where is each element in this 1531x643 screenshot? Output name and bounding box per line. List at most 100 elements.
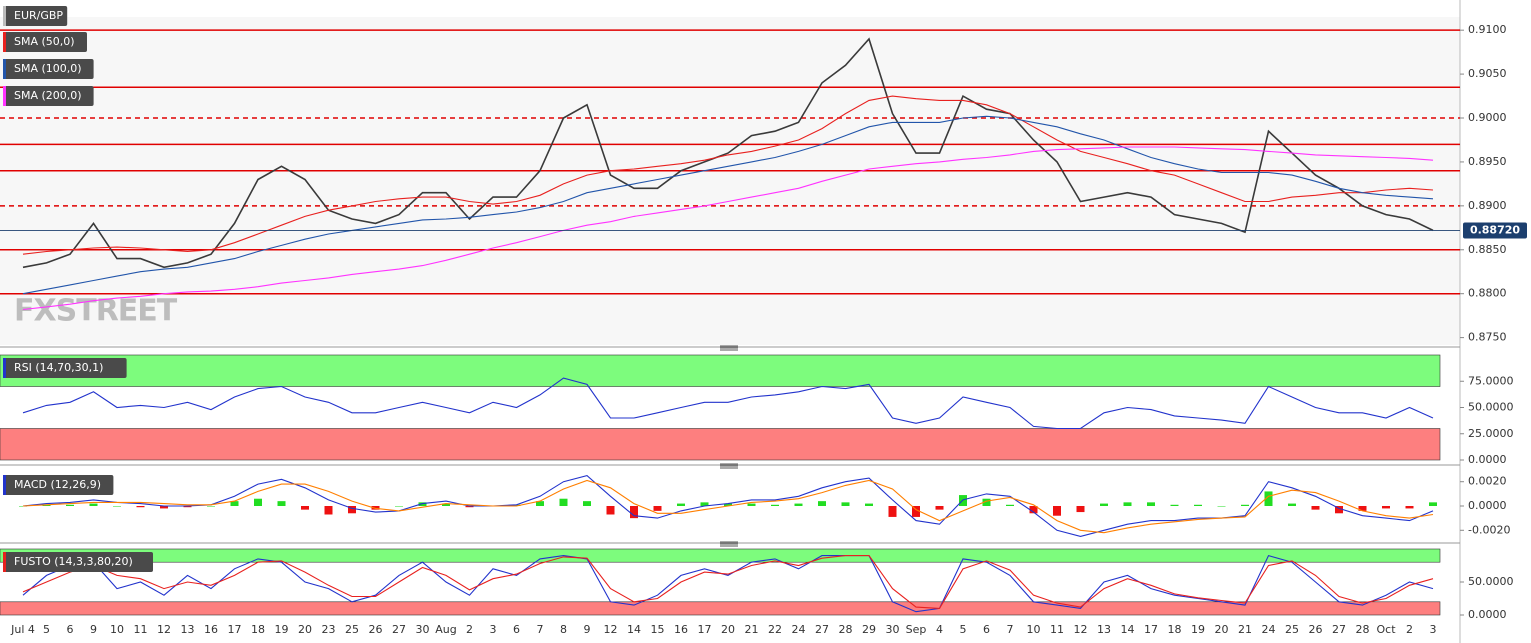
indicator-box [3, 552, 153, 572]
histogram-bar [42, 504, 51, 506]
x-tick-label: 11 [1050, 623, 1064, 636]
legend-box [3, 32, 87, 52]
x-tick-label: 22 [768, 623, 782, 636]
price-panel [0, 17, 1460, 345]
y-tick-label: 0.9100 [1468, 23, 1507, 36]
y-tick-label: 25.0000 [1468, 427, 1514, 440]
histogram-bar [277, 501, 286, 506]
x-tick-label: 19 [275, 623, 289, 636]
histogram-bar [606, 506, 615, 515]
histogram-bar [677, 503, 685, 506]
x-tick-label: 25 [1285, 623, 1299, 636]
x-tick-label: 13 [181, 623, 195, 636]
histogram-bar [254, 498, 262, 506]
histogram-bar [19, 506, 27, 507]
y-tick-label: 0.8750 [1468, 331, 1507, 344]
y-tick-label: 0.0000 [1468, 499, 1507, 512]
y-tick-label: 50.0000 [1468, 575, 1514, 588]
indicator-box [3, 475, 114, 495]
histogram-bar [583, 501, 591, 506]
x-tick-label: 15 [651, 623, 665, 636]
y-tick-label: -0.0020 [1468, 523, 1510, 536]
histogram-bar [1100, 503, 1108, 506]
x-tick-label: 20 [721, 623, 735, 636]
legend-box [3, 6, 68, 26]
histogram-bar [1264, 491, 1273, 506]
x-tick-label: 27 [1332, 623, 1346, 636]
histogram-bar [771, 504, 779, 506]
x-tick-label: 3 [490, 623, 497, 636]
band [0, 354, 1441, 387]
histogram-bar [1123, 502, 1132, 506]
y-tick-label: 75.0000 [1468, 374, 1514, 387]
histogram-bar [865, 503, 873, 506]
legend-swatch [3, 86, 6, 106]
x-tick-label: 16 [674, 623, 688, 636]
series-line [22, 377, 1434, 430]
histogram-bar [559, 498, 568, 506]
x-tick-label: 6 [67, 623, 74, 636]
histogram-bar [160, 506, 168, 509]
x-tick-label: 6 [513, 623, 520, 636]
histogram-bar [630, 506, 638, 519]
legend-label: SMA (200,0) [14, 89, 82, 102]
x-tick-label: 13 [1097, 623, 1111, 636]
x-tick-label: 24 [792, 623, 806, 636]
histogram-bar [183, 506, 192, 508]
x-tick-label: 30 [886, 623, 900, 636]
x-tick-label: 2 [1406, 623, 1413, 636]
x-tick-label: 3 [1430, 623, 1437, 636]
legend-swatch [3, 6, 6, 26]
y-tick-label: 0.0020 [1468, 475, 1507, 488]
watermark: FXSTREET [14, 294, 178, 329]
indicator-stripe [3, 475, 6, 495]
price-label: 0.88720 [1470, 223, 1520, 236]
x-tick-label: 20 [298, 623, 312, 636]
series-line [22, 37, 1434, 269]
x-tick-label: 17 [228, 623, 242, 636]
histogram-bar [1006, 504, 1014, 506]
histogram-bar [1405, 506, 1414, 509]
histogram-bar [1029, 506, 1038, 514]
histogram-bar [512, 504, 521, 506]
histogram-bar [301, 506, 309, 510]
x-tick-label: 28 [1356, 623, 1370, 636]
x-tick-label: 26 [1309, 623, 1323, 636]
histogram-bar [324, 506, 333, 515]
legend-label: SMA (50,0) [14, 35, 75, 48]
x-tick-label: 23 [322, 623, 336, 636]
histogram-bar [136, 506, 145, 508]
legend-swatch [3, 59, 6, 79]
x-tick-label: 25 [345, 623, 359, 636]
x-tick-label: 21 [745, 623, 759, 636]
histogram-bar [1170, 504, 1179, 506]
histogram-bar [66, 504, 74, 506]
indicator-stripe [3, 358, 6, 378]
x-tick-label: 6 [983, 623, 990, 636]
indicator-title: MACD (12,26,9) [14, 478, 101, 491]
x-tick-label: 27 [815, 623, 829, 636]
x-tick-label: 10 [1027, 623, 1041, 636]
histogram-bar [113, 506, 121, 507]
x-tick-label: 27 [392, 623, 406, 636]
series-line [22, 474, 1434, 537]
x-tick-label: 24 [1262, 623, 1276, 636]
x-tick-label: 4 [936, 623, 943, 636]
x-tick-label: 26 [369, 623, 383, 636]
x-tick-label: 9 [584, 623, 591, 636]
legend-label: EUR/GBP [14, 9, 63, 22]
x-tick-label: 21 [1238, 623, 1252, 636]
band [0, 601, 1441, 616]
histogram-bar [935, 506, 944, 510]
x-tick-label: 2 [466, 623, 473, 636]
histogram-bar [818, 501, 826, 506]
x-tick-label: 8 [560, 623, 567, 636]
x-tick-label: 17 [698, 623, 712, 636]
histogram-bar [230, 501, 239, 506]
x-tick-label: 10 [110, 623, 124, 636]
x-tick-label: 7 [1007, 623, 1014, 636]
series-line [22, 554, 1434, 613]
histogram-bar [1311, 506, 1320, 510]
histogram-bar [1429, 502, 1437, 506]
